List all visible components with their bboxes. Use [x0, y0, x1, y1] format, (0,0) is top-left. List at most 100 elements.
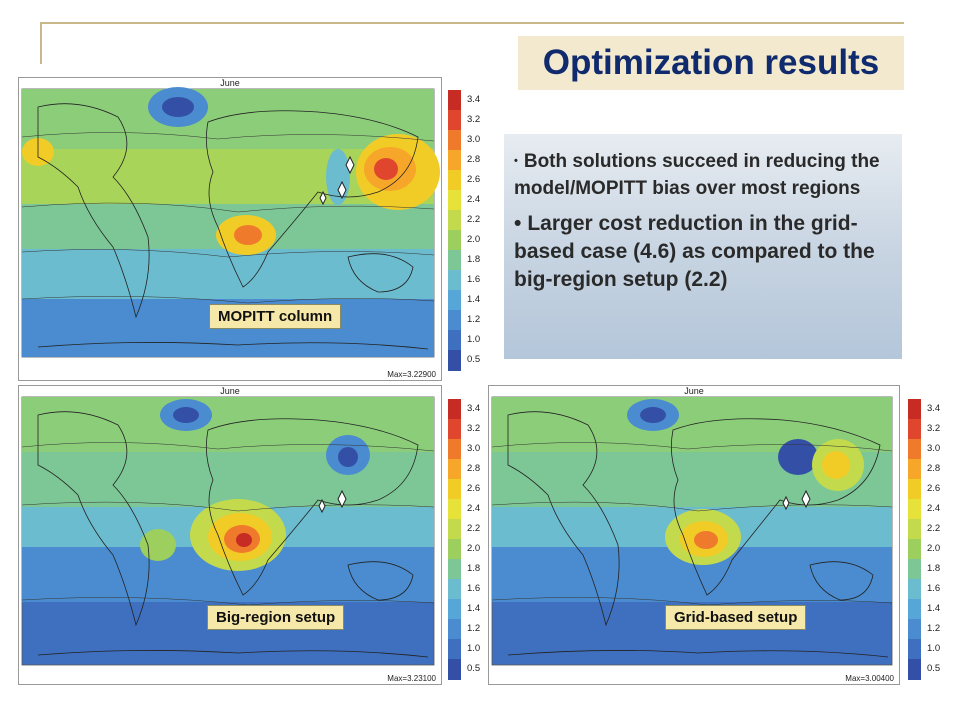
- colorbar-tick-label: 1.0: [927, 643, 941, 654]
- colorbar-swatch: [448, 599, 461, 620]
- colorbar-swatch: [448, 110, 461, 131]
- bullet-item-1: • Both solutions succeed in reducing the …: [514, 148, 892, 202]
- map-panel-mopitt: June Max=3.22900: [18, 77, 442, 381]
- colorbar-tick-label: 1.8: [467, 254, 481, 265]
- colorbar-swatch: [448, 479, 461, 500]
- colorbar-swatch: [908, 439, 921, 460]
- colorbar-tick-label: 2.0: [467, 543, 481, 554]
- colorbar-tick-label: 2.4: [927, 503, 941, 514]
- map-label-grid-based: Grid-based setup: [665, 605, 807, 630]
- colorbar-tick-label: 1.0: [467, 643, 481, 654]
- colorbar-swatch: [908, 539, 921, 560]
- map-mopitt: June Max=3.22900: [18, 77, 442, 381]
- colorbar-tick-label: 3.2: [927, 423, 941, 434]
- colorbar-tick-label: 3.2: [467, 423, 481, 434]
- colorbar-tick-label: 3.4: [467, 94, 481, 105]
- colorbar-tick-label: 2.0: [927, 543, 941, 554]
- colorbar-tick-label: 0.5: [927, 663, 941, 674]
- colorbar-swatch: [448, 310, 461, 331]
- colorbar-tick-label: 2.4: [467, 194, 481, 205]
- map-max-value: Max=3.23100: [387, 674, 436, 683]
- colorbar-swatch: [448, 290, 461, 311]
- bullet-item-2: • Larger cost reduction in the grid-based…: [514, 210, 892, 294]
- colorbar-tick-label: 2.6: [467, 483, 481, 494]
- colorbar-swatch: [448, 619, 461, 640]
- colorbar-tick-label: 3.0: [467, 134, 481, 145]
- colorbar-tick-label: 2.4: [467, 503, 481, 514]
- colorbar-swatch: [448, 210, 461, 231]
- colorbar-swatch: [448, 639, 461, 660]
- bullet-text-1: Both solutions succeed in reducing the m…: [514, 151, 880, 200]
- colorbar-tick-label: 2.8: [467, 463, 481, 474]
- map-month-title: June: [684, 386, 704, 396]
- colorbar-tick-label: 1.8: [467, 563, 481, 574]
- colorbar-tick-label: 3.4: [467, 403, 481, 414]
- colorbar-swatch: [448, 170, 461, 191]
- colorbar-swatch: [448, 330, 461, 351]
- colorbar-big-region: 3.4 3.2 3.0 2.8 2.6 2.4 2.2 2.0 1.8 1.6 1.4 1.2 1.0 0…: [448, 399, 488, 680]
- colorbar-swatch: [908, 399, 921, 420]
- map-panel-big-region: June Max=3.23100: [18, 385, 442, 685]
- map-month-title: June: [220, 78, 240, 88]
- colorbar-swatch: [448, 499, 461, 520]
- bullet-text-2: Larger cost reduction in the grid-based …: [514, 212, 875, 292]
- colorbar-tick-label: 1.6: [927, 583, 941, 594]
- slide-left-rule: [40, 22, 42, 64]
- colorbar-swatch: [908, 479, 921, 500]
- map-grid-based: June Max=3.00400: [488, 385, 900, 685]
- map-label-big-region: Big-region setup: [207, 605, 345, 630]
- colorbar-swatch: [448, 250, 461, 271]
- colorbar-swatch: [908, 639, 921, 660]
- colorbar-swatch: [448, 150, 461, 171]
- colorbar-tick-label: 3.0: [927, 443, 941, 454]
- map-month-title: June: [220, 386, 240, 396]
- colorbar-tick-label: 1.2: [927, 623, 941, 634]
- colorbar-swatch: [448, 270, 461, 291]
- colorbar-swatch: [908, 499, 921, 520]
- colorbar-tick-label: 3.2: [467, 114, 481, 125]
- title-box: Optimization results: [518, 36, 904, 90]
- colorbar-tick-label: 2.2: [467, 214, 481, 225]
- colorbar-tick-label: 2.6: [927, 483, 941, 494]
- map-panel-grid-based: June Max=3.00400: [488, 385, 900, 685]
- colorbar-tick-label: 2.8: [467, 154, 481, 165]
- colorbar-tick-label: 2.0: [467, 234, 481, 245]
- map-max-value: Max=3.00400: [845, 674, 894, 683]
- colorbar-swatch: [908, 519, 921, 540]
- slide-title: Optimization results: [542, 43, 880, 82]
- colorbar-tick-label: 1.6: [467, 583, 481, 594]
- colorbar-swatch: [448, 439, 461, 460]
- colorbar-swatch: [448, 519, 461, 540]
- colorbar-tick-label: 1.2: [467, 623, 481, 634]
- colorbar-swatch: [448, 399, 461, 420]
- colorbar-swatch: [448, 230, 461, 251]
- colorbar-tick-label: 3.0: [467, 443, 481, 454]
- colorbar-tick-label: 3.4: [927, 403, 941, 414]
- colorbar-swatch: [448, 350, 461, 371]
- colorbar-tick-label: 2.6: [467, 174, 481, 185]
- colorbar-swatch: [908, 459, 921, 480]
- colorbar-swatch: [908, 599, 921, 620]
- bullet-box: • Both solutions succeed in reducing the …: [504, 134, 902, 359]
- colorbar-tick-label: 1.6: [467, 274, 481, 285]
- colorbar-tick-label: 1.0: [467, 334, 481, 345]
- colorbar-swatch: [908, 619, 921, 640]
- bullet-glyph: •: [514, 212, 522, 236]
- colorbar-swatch: [448, 130, 461, 151]
- colorbar-tick-label: 1.2: [467, 314, 481, 325]
- bullet-glyph: •: [514, 155, 518, 168]
- slide-top-rule: [40, 22, 904, 24]
- colorbar-swatch: [448, 419, 461, 440]
- colorbar-swatch: [448, 659, 461, 680]
- colorbar-swatch: [448, 539, 461, 560]
- colorbar-swatch: [908, 559, 921, 580]
- map-label-mopitt: MOPITT column: [209, 304, 342, 329]
- colorbar-tick-label: 1.8: [927, 563, 941, 574]
- colorbar-tick-label: 2.2: [927, 523, 941, 534]
- colorbar-tick-label: 2.2: [467, 523, 481, 534]
- colorbar-swatch: [908, 419, 921, 440]
- colorbar-grid-based: 3.4 3.2 3.0 2.8 2.6 2.4 2.2 2.0 1.8 1.6 1.4 1.2 1.0 0…: [908, 399, 948, 680]
- colorbar-tick-label: 2.8: [927, 463, 941, 474]
- colorbar-tick-label: 1.4: [467, 294, 481, 305]
- colorbar-swatch: [448, 459, 461, 480]
